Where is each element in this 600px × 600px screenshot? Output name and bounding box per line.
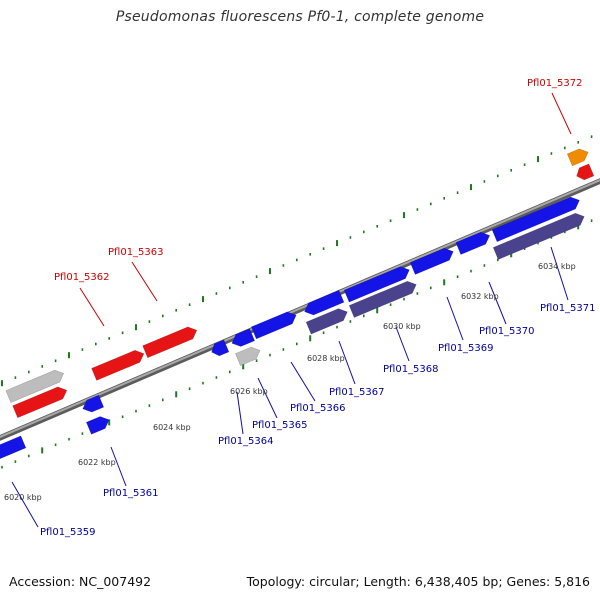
gene-label[interactable]: Pfl01_5371: [540, 303, 596, 314]
gene-arrow-blue[interactable]: [343, 264, 412, 303]
gene-arrow-blue[interactable]: [0, 435, 27, 464]
gene-arrow-blue[interactable]: [250, 309, 298, 340]
gene-arrow-blue[interactable]: [491, 194, 582, 243]
scale-labels: 6020 kbp 6022 kbp 6024 kbp 6026 kbp 6028 kbp…: [4, 262, 576, 502]
gene-features: [0, 146, 595, 464]
gene-label[interactable]: Pfl01_5363: [108, 247, 164, 258]
gene-labels: Pfl01_5359 Pfl01_5361 Pfl01_5362 Pfl01_5363…: [40, 78, 596, 538]
gene-arrow-grey[interactable]: [235, 344, 262, 366]
label-leaders: [11, 92, 572, 528]
genome-backbone-highlight: [0, 179, 600, 438]
gene-arrow-blue[interactable]: [302, 289, 345, 317]
label-leader-line: [395, 326, 410, 362]
gene-arrow-blue[interactable]: [455, 229, 492, 255]
gene-label[interactable]: Pfl01_5372: [527, 78, 583, 89]
label-leader-line: [550, 246, 569, 301]
gene-arrow-purple[interactable]: [305, 306, 350, 335]
gene-arrow-purple[interactable]: [348, 279, 419, 318]
gene-arrow-red[interactable]: [142, 324, 200, 359]
label-leader-line: [110, 446, 127, 487]
gene-arrow-blue[interactable]: [209, 339, 230, 358]
gene-label[interactable]: Pfl01_5367: [329, 387, 385, 398]
label-leader-line: [79, 287, 105, 327]
gene-label[interactable]: Pfl01_5368: [383, 364, 439, 375]
scale-label: 6026 kbp: [230, 387, 268, 396]
gene-arrow-blue[interactable]: [409, 246, 456, 275]
gene-arrow-red[interactable]: [91, 348, 147, 381]
tick-marks: [1, 135, 593, 469]
label-leader-line: [131, 261, 158, 302]
gene-arrow-blue[interactable]: [80, 394, 105, 415]
gene-label[interactable]: Pfl01_5365: [252, 420, 308, 431]
label-leader-line: [338, 340, 356, 385]
scale-label: 6034 kbp: [538, 262, 576, 271]
gene-label[interactable]: Pfl01_5366: [290, 403, 346, 414]
gene-arrow-blue[interactable]: [86, 414, 111, 435]
gene-label[interactable]: Pfl01_5361: [103, 488, 159, 499]
scale-label: 6022 kbp: [78, 458, 116, 467]
label-leader-line: [11, 481, 39, 528]
scale-label: 6030 kbp: [383, 322, 421, 331]
gene-arrow-red[interactable]: [12, 384, 70, 419]
label-leader-line: [236, 391, 244, 435]
gene-arrow-purple[interactable]: [492, 210, 587, 260]
gene-label[interactable]: Pfl01_5370: [479, 326, 535, 337]
label-leader-line: [290, 361, 316, 402]
gene-label[interactable]: Pfl01_5364: [218, 436, 274, 447]
gene-label[interactable]: Pfl01_5369: [438, 343, 494, 354]
gene-label[interactable]: Pfl01_5362: [54, 272, 110, 283]
map-title: Pseudomonas fluorescens Pf0-1, complete …: [115, 9, 485, 25]
accession-text: Accession: NC_007492: [9, 574, 152, 589]
gene-arrow-blue[interactable]: [229, 328, 255, 349]
label-leader-line: [488, 281, 507, 325]
scale-label: 6028 kbp: [307, 354, 345, 363]
scale-label: 6032 kbp: [461, 292, 499, 301]
scale-label: 6024 kbp: [153, 423, 191, 432]
scale-label: 6020 kbp: [4, 493, 42, 502]
gene-arrow-red[interactable]: [574, 163, 595, 182]
label-leader-line: [551, 92, 572, 135]
label-leader-line: [257, 377, 278, 419]
gene-label[interactable]: Pfl01_5359: [40, 527, 96, 538]
gene-arrow-orange[interactable]: [566, 146, 590, 167]
gene-arrow-grey[interactable]: [5, 367, 66, 403]
label-leader-line: [446, 296, 464, 341]
genome-summary: Topology: circular; Length: 6,438,405 bp…: [246, 574, 590, 589]
